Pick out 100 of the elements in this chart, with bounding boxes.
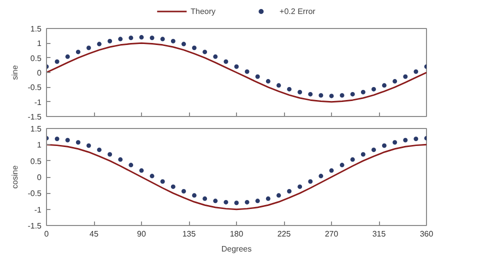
y-tick-label: -0.5 xyxy=(28,83,42,92)
point xyxy=(150,36,154,40)
point xyxy=(329,94,334,98)
point xyxy=(224,59,228,64)
y-tick-label: 1.5 xyxy=(30,124,42,134)
point xyxy=(192,193,197,198)
point xyxy=(128,36,134,40)
point xyxy=(276,83,281,88)
point xyxy=(350,92,355,96)
point xyxy=(108,152,112,157)
line-series xyxy=(46,144,426,210)
point xyxy=(192,46,197,50)
point xyxy=(202,196,208,201)
point xyxy=(392,140,398,145)
point xyxy=(382,83,387,88)
point xyxy=(414,136,418,142)
point xyxy=(170,38,176,44)
y-tick-label: 0.5 xyxy=(30,54,42,63)
point xyxy=(76,140,80,145)
x-tick-label: 135 xyxy=(182,230,196,238)
line-series xyxy=(46,42,426,103)
point xyxy=(266,196,270,201)
point xyxy=(340,93,344,98)
x-tick-label: 0 xyxy=(44,230,50,238)
y-tick-label: 1.5 xyxy=(30,24,42,34)
point xyxy=(382,143,387,148)
y-tick-label: -1 xyxy=(34,98,42,107)
x-tick-label: 225 xyxy=(277,230,292,238)
point xyxy=(360,152,366,157)
point xyxy=(255,198,260,204)
point xyxy=(266,79,270,84)
point xyxy=(54,59,60,64)
x-tick-label: 360 xyxy=(420,230,434,238)
point xyxy=(128,162,134,168)
point xyxy=(244,200,250,204)
point xyxy=(213,198,218,204)
x-axis-title: Degrees xyxy=(221,244,252,254)
point xyxy=(65,138,70,142)
point xyxy=(360,90,366,94)
point xyxy=(298,184,302,189)
x-tick-label: 90 xyxy=(137,230,146,238)
y-tick-label: 1 xyxy=(37,39,42,48)
point xyxy=(276,193,281,198)
y-tick-label: -1 xyxy=(34,205,42,214)
point xyxy=(160,36,165,42)
point xyxy=(202,50,208,54)
point xyxy=(181,42,186,46)
point xyxy=(308,92,313,96)
x-tick-label: 315 xyxy=(372,230,386,238)
point xyxy=(150,174,154,178)
point xyxy=(234,200,239,206)
y-tick-label: -1.5 xyxy=(28,222,42,230)
point xyxy=(403,138,408,142)
point xyxy=(97,148,102,152)
y-axis-title: sine xyxy=(10,64,20,80)
point xyxy=(287,86,292,92)
point xyxy=(298,90,302,94)
point xyxy=(255,74,260,79)
point xyxy=(160,179,165,184)
y-axis-title: cosine xyxy=(10,164,20,189)
point xyxy=(108,38,112,44)
point xyxy=(392,79,398,84)
y-tick-label: 0 xyxy=(37,68,42,78)
x-tick-label: 45 xyxy=(90,230,99,238)
point xyxy=(65,54,70,59)
point xyxy=(403,74,408,79)
point xyxy=(76,50,80,54)
point xyxy=(97,42,102,46)
y-tick-label: -0.5 xyxy=(28,189,42,198)
point xyxy=(170,184,176,189)
x-tick-label: 180 xyxy=(230,230,244,238)
point xyxy=(350,157,355,162)
point xyxy=(371,86,376,92)
legend-label: Theory xyxy=(190,6,216,16)
legend-label: +0.2 Error xyxy=(280,6,316,16)
point xyxy=(181,188,186,194)
point xyxy=(318,93,324,98)
point xyxy=(371,148,376,152)
point xyxy=(308,179,313,184)
point xyxy=(318,174,324,178)
point xyxy=(118,157,123,162)
y-tick-label: 0.5 xyxy=(30,156,42,166)
point xyxy=(414,69,418,74)
point xyxy=(139,168,144,173)
x-tick-label: 270 xyxy=(324,230,339,238)
point xyxy=(224,200,228,204)
point xyxy=(118,36,123,42)
point xyxy=(139,35,144,40)
y-tick-label: 1 xyxy=(37,140,42,150)
point xyxy=(287,188,292,194)
point xyxy=(86,46,91,50)
point xyxy=(86,143,91,148)
point xyxy=(329,168,334,173)
point xyxy=(54,136,60,142)
y-tick-label: -1.5 xyxy=(28,112,42,122)
point xyxy=(213,54,218,59)
point xyxy=(340,162,344,168)
y-tick-label: 0 xyxy=(37,173,42,182)
point xyxy=(234,64,239,69)
point xyxy=(244,69,250,74)
